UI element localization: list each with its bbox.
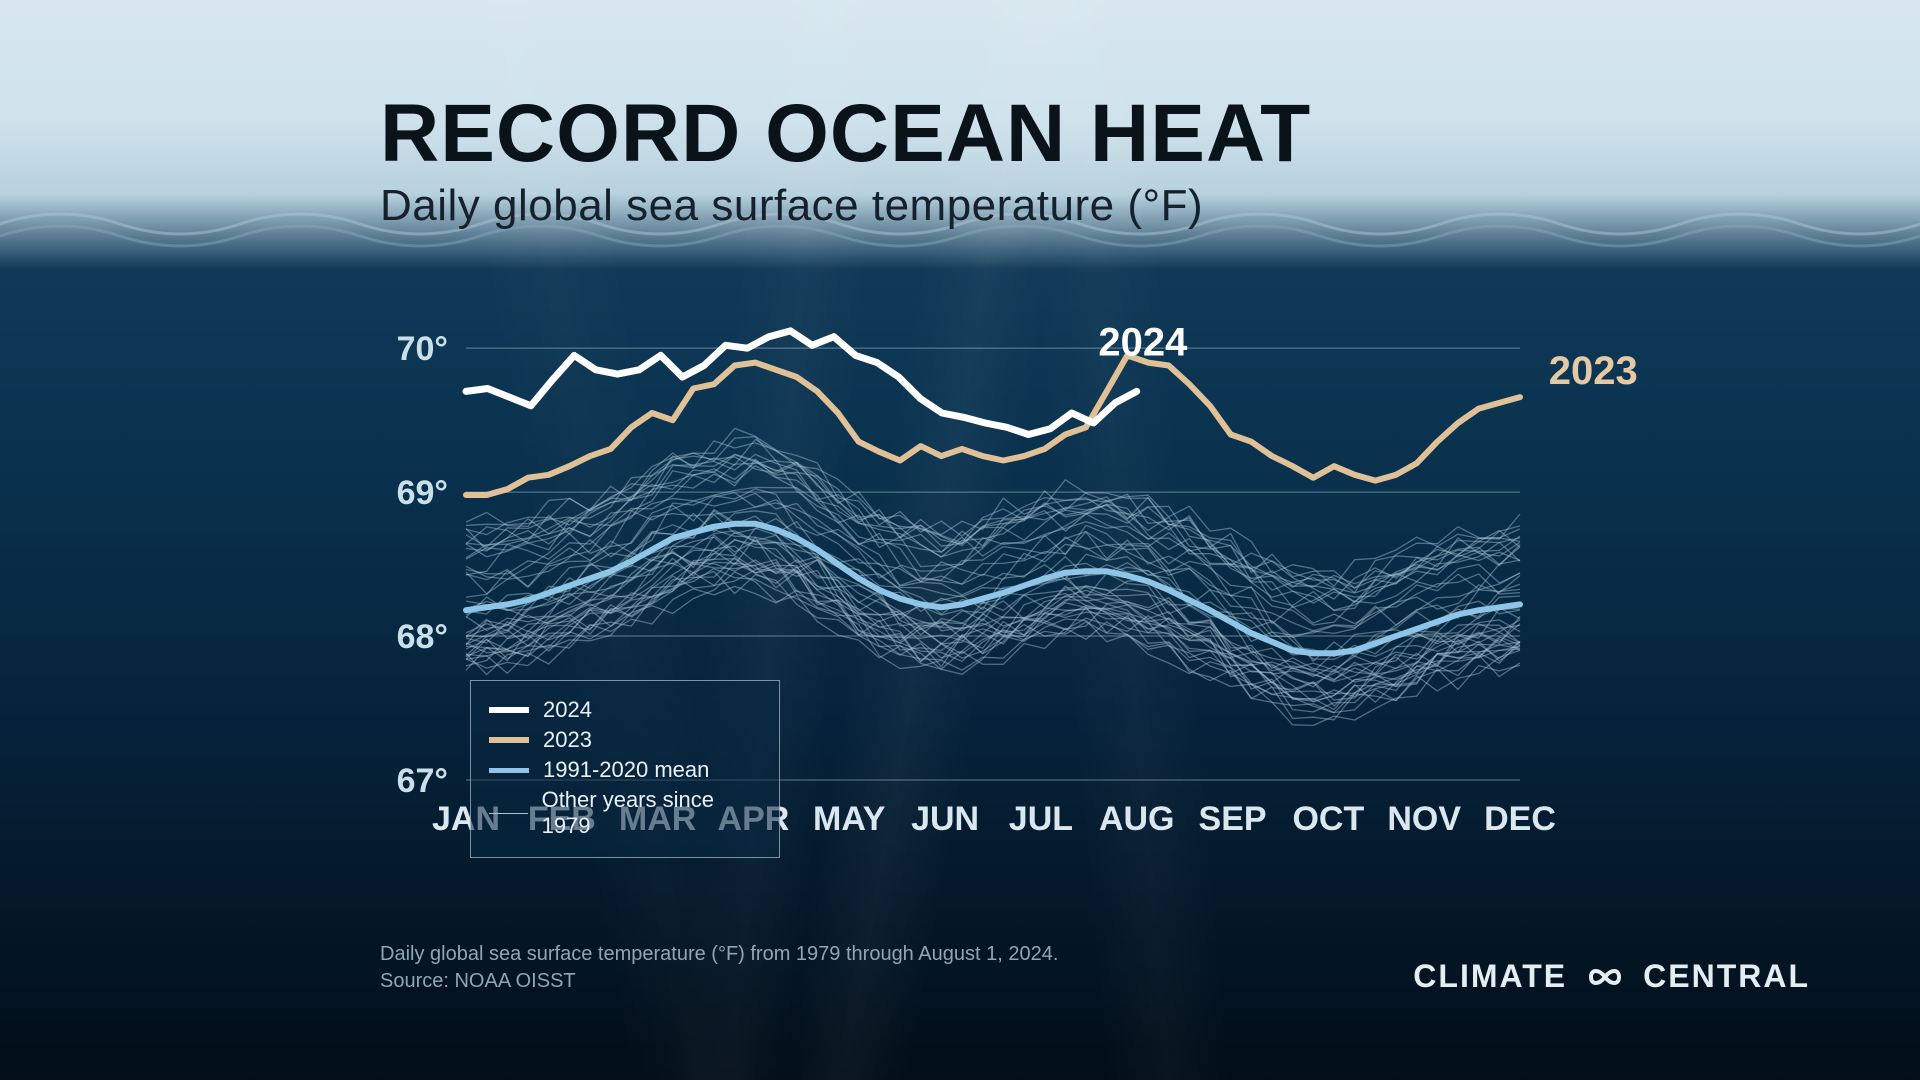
footnote-line2: Source: NOAA OISST [380,968,1058,995]
infographic-stage: RECORD OCEAN HEAT Daily global sea surfa… [0,0,1920,1080]
svg-text:JUN: JUN [911,800,979,838]
title-block: RECORD OCEAN HEAT Daily global sea surfa… [380,95,1311,231]
legend-label: 2023 [543,727,592,753]
svg-text:OCT: OCT [1292,800,1364,838]
legend-label: 1991-2020 mean [543,757,709,783]
infinity-icon [1577,962,1633,992]
chart-title: RECORD OCEAN HEAT [380,95,1311,173]
footnote: Daily global sea surface temperature (°F… [380,941,1058,995]
svg-text:68°: 68° [397,618,448,656]
legend-label: Other years since 1979 [542,787,761,839]
svg-text:67°: 67° [397,762,448,800]
svg-text:69°: 69° [397,474,448,512]
svg-text:2023: 2023 [1549,349,1638,393]
svg-text:NOV: NOV [1387,800,1461,838]
chart-subtitle: Daily global sea surface temperature (°F… [380,181,1311,231]
legend-swatch [489,813,528,814]
brand-word-left: CLIMATE [1413,958,1567,995]
legend: 2024 2023 1991-2020 mean Other years since … [470,680,780,858]
footnote-line1: Daily global sea surface temperature (°F… [380,941,1058,968]
svg-text:MAY: MAY [813,800,886,838]
legend-swatch [489,737,529,743]
legend-swatch [489,707,529,713]
legend-item: Other years since 1979 [489,787,761,839]
svg-text:AUG: AUG [1099,800,1175,838]
brand-logo: CLIMATE CENTRAL [1413,958,1810,995]
legend-swatch [489,768,529,773]
svg-text:2024: 2024 [1098,320,1188,364]
legend-item: 1991-2020 mean [489,757,761,783]
legend-item: 2024 [489,697,761,723]
brand-word-right: CENTRAL [1643,958,1810,995]
svg-text:70°: 70° [397,330,448,368]
svg-text:JUL: JUL [1009,800,1073,838]
svg-text:DEC: DEC [1484,800,1556,838]
svg-text:SEP: SEP [1199,800,1267,838]
legend-label: 2024 [543,697,592,723]
legend-item: 2023 [489,727,761,753]
